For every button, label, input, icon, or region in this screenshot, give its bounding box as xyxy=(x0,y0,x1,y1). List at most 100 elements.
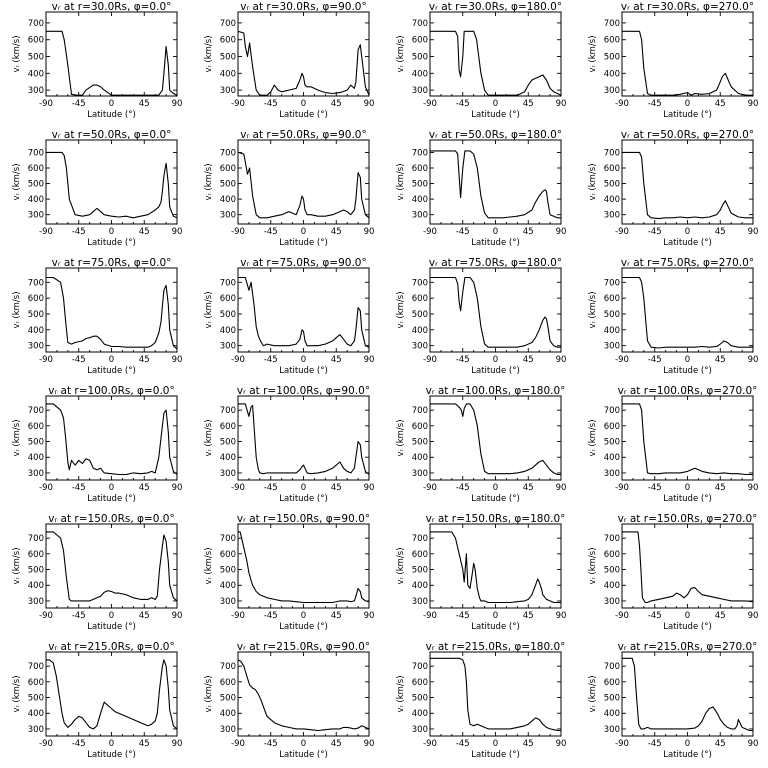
x-tick-label: 0 xyxy=(493,483,498,493)
x-tick-label: 90 xyxy=(748,355,759,365)
y-tick-label: 600 xyxy=(604,422,620,432)
panel-4: vᵣ at r=30.0Rs, φ=270.0° -90 -45 0 45 90 300 40… xyxy=(588,1,758,120)
y-tick-label: 600 xyxy=(28,164,44,174)
y-tick-label: 400 xyxy=(412,195,428,205)
x-axis-label: Latitude (°) xyxy=(663,622,712,632)
panel-title: vᵣ at r=30.0Rs, φ=180.0° xyxy=(429,1,562,13)
panel-21: vᵣ at r=215.0Rs, φ=0.0° -90 -45 0 45 90 300 400… xyxy=(12,641,182,760)
x-tick-label: -90 xyxy=(423,355,437,365)
x-tick-label: -90 xyxy=(615,355,629,365)
panel-10: vᵣ at r=75.0Rs, φ=90.0° -90 -45 0 45 90 300 400… xyxy=(204,257,374,376)
y-tick-label: 500 xyxy=(604,53,620,63)
panel-16: vᵣ at r=100.0Rs, φ=270.0° -90 -45 0 45 90 300 4… xyxy=(588,385,758,504)
y-tick-label: 600 xyxy=(604,678,620,688)
panel-title: vᵣ at r=50.0Rs, φ=0.0° xyxy=(52,129,172,141)
y-axis-label: vᵣ (km/s) xyxy=(396,291,406,328)
y-tick-label: 300 xyxy=(220,211,236,221)
x-tick-label: -90 xyxy=(39,355,53,365)
y-tick-label: 700 xyxy=(220,534,236,544)
y-tick-label: 500 xyxy=(412,310,428,320)
x-tick-label: -90 xyxy=(39,227,53,237)
x-tick-label: 0 xyxy=(109,99,114,109)
y-axis-label: vᵣ (km/s) xyxy=(204,675,214,712)
x-tick-label: 45 xyxy=(331,611,342,621)
y-tick-label: 600 xyxy=(220,678,236,688)
x-axis-label: Latitude (°) xyxy=(663,494,712,504)
y-tick-label: 300 xyxy=(604,86,620,96)
panel-title: vᵣ at r=100.0Rs, φ=180.0° xyxy=(426,385,566,397)
y-tick-label: 300 xyxy=(412,211,428,221)
y-tick-label: 700 xyxy=(220,662,236,672)
y-tick-label: 300 xyxy=(28,597,44,607)
x-tick-label: -90 xyxy=(615,483,629,493)
series-line xyxy=(430,403,561,476)
y-tick-label: 400 xyxy=(604,581,620,591)
y-tick-label: 500 xyxy=(220,180,236,190)
x-tick-label: 0 xyxy=(493,99,498,109)
series-line xyxy=(430,150,561,219)
panel-12: vᵣ at r=75.0Rs, φ=270.0° -90 -45 0 45 90 300 40… xyxy=(588,257,758,376)
y-tick-label: 500 xyxy=(220,53,236,63)
x-tick-label: -45 xyxy=(648,611,662,621)
x-tick-label: -45 xyxy=(648,483,662,493)
panel-title: vᵣ at r=100.0Rs, φ=0.0° xyxy=(48,385,174,397)
y-tick-label: 400 xyxy=(220,69,236,79)
series-line xyxy=(430,657,561,732)
panel-20: vᵣ at r=150.0Rs, φ=270.0° -90 -45 0 45 90 300 4… xyxy=(588,513,758,632)
y-axis-label: vᵣ (km/s) xyxy=(396,35,406,72)
y-tick-label: 500 xyxy=(604,310,620,320)
x-tick-label: 45 xyxy=(139,611,150,621)
y-tick-label: 700 xyxy=(604,148,620,158)
series-line xyxy=(46,531,178,602)
y-axis-label: vᵣ (km/s) xyxy=(204,419,214,456)
x-tick-label: -90 xyxy=(423,739,437,749)
panel-9: vᵣ at r=75.0Rs, φ=0.0° -90 -45 0 45 90 300 400 5… xyxy=(12,257,182,376)
series-line xyxy=(430,531,561,604)
x-tick-label: 45 xyxy=(715,355,726,365)
y-tick-label: 700 xyxy=(604,406,620,416)
y-tick-label: 300 xyxy=(220,597,236,607)
y-axis-label: vᵣ (km/s) xyxy=(204,163,214,200)
y-tick-label: 300 xyxy=(220,469,236,479)
y-axis-label: vᵣ (km/s) xyxy=(588,35,598,72)
x-tick-label: -90 xyxy=(423,99,437,109)
panel-title: vᵣ at r=30.0Rs, φ=90.0° xyxy=(240,1,366,13)
y-tick-label: 700 xyxy=(412,406,428,416)
y-tick-label: 700 xyxy=(28,406,44,416)
plot-frame xyxy=(237,11,370,97)
x-axis-label: Latitude (°) xyxy=(279,366,328,376)
y-tick-label: 300 xyxy=(28,469,44,479)
x-tick-label: 90 xyxy=(556,611,567,621)
x-tick-label: 0 xyxy=(493,739,498,749)
x-tick-label: -45 xyxy=(648,99,662,109)
x-tick-label: -45 xyxy=(456,483,470,493)
y-tick-label: 400 xyxy=(220,709,236,719)
y-tick-label: 300 xyxy=(220,86,236,96)
y-axis-label: vᵣ (km/s) xyxy=(396,163,406,200)
y-tick-label: 300 xyxy=(28,86,44,96)
y-tick-label: 400 xyxy=(604,195,620,205)
series-line xyxy=(622,151,753,220)
y-tick-label: 600 xyxy=(412,294,428,304)
y-tick-label: 500 xyxy=(28,694,44,704)
panel-1: vᵣ at r=30.0Rs, φ=0.0° -90 -45 0 45 90 300 400 5… xyxy=(12,1,182,120)
y-tick-label: 400 xyxy=(412,69,428,79)
x-tick-label: -45 xyxy=(456,227,470,237)
x-axis-label: Latitude (°) xyxy=(279,238,328,248)
x-tick-label: 45 xyxy=(139,227,150,237)
panel-title: vᵣ at r=30.0Rs, φ=0.0° xyxy=(52,1,172,13)
y-tick-label: 300 xyxy=(604,211,620,221)
x-tick-label: 90 xyxy=(748,483,759,493)
panel-title: vᵣ at r=50.0Rs, φ=180.0° xyxy=(429,129,562,141)
y-tick-label: 700 xyxy=(412,662,428,672)
y-tick-label: 700 xyxy=(412,19,428,29)
x-axis-label: Latitude (°) xyxy=(87,494,136,504)
y-tick-label: 400 xyxy=(604,453,620,463)
y-tick-label: 500 xyxy=(412,694,428,704)
y-axis-label: vᵣ (km/s) xyxy=(204,547,214,584)
panel-title: vᵣ at r=150.0Rs, φ=180.0° xyxy=(426,513,566,525)
panel-3: vᵣ at r=30.0Rs, φ=180.0° -90 -45 0 45 90 300 40… xyxy=(396,1,566,120)
panel-22: vᵣ at r=215.0Rs, φ=90.0° -90 -45 0 45 90 300 40… xyxy=(204,641,374,760)
x-tick-label: 45 xyxy=(139,355,150,365)
